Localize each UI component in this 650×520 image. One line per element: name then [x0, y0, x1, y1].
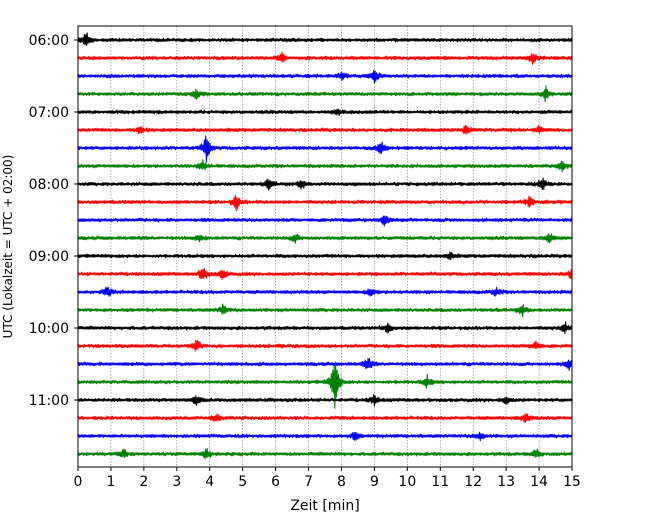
trace-0745 — [77, 159, 573, 173]
x-tick-label: 5 — [238, 474, 247, 490]
x-tick-label: 0 — [74, 474, 83, 490]
x-tick-label: 8 — [337, 474, 346, 490]
grid-lines — [110, 26, 540, 467]
trace-1000 — [77, 321, 573, 334]
y-axis-title: UTC (Lokalzeit = UTC + 02:00) — [1, 155, 15, 339]
trace-0615 — [77, 51, 573, 65]
plot-frame — [77, 25, 573, 468]
x-tick-label: 10 — [398, 474, 416, 490]
trace-0830 — [77, 215, 573, 227]
trace-0700 — [77, 108, 573, 116]
trace-0600 — [77, 32, 573, 47]
trace-0730 — [77, 135, 573, 163]
trace-1145 — [77, 448, 573, 460]
x-tick-label: 7 — [304, 474, 313, 490]
trace-0645 — [77, 85, 573, 103]
x-tick-label: 15 — [563, 474, 581, 490]
x-tick-label: 4 — [205, 474, 214, 490]
trace-1015 — [77, 339, 573, 352]
x-axis-title: Zeit [min] — [290, 498, 359, 514]
x-tick-label: 14 — [530, 474, 548, 490]
traces — [77, 32, 573, 460]
trace-0845 — [77, 233, 573, 244]
x-tick-label: 12 — [464, 474, 482, 490]
x-tick-label: 2 — [139, 474, 148, 490]
trace-0900 — [77, 251, 573, 261]
x-tick-label: 6 — [271, 474, 280, 490]
y-tick-label: 09:00 — [29, 249, 69, 265]
y-tick-label: 08:00 — [29, 177, 69, 193]
x-tick-label: 1 — [106, 474, 115, 490]
trace-1130 — [77, 431, 573, 442]
y-tick-label: 11:00 — [29, 393, 69, 409]
trace-1100 — [77, 394, 573, 407]
y-tick-label: 10:00 — [29, 321, 69, 337]
trace-0815 — [77, 194, 573, 212]
trace-1045 — [77, 361, 573, 409]
trace-0945 — [77, 303, 573, 318]
x-tick-label: 3 — [172, 474, 181, 490]
y-tick-label: 06:00 — [29, 33, 69, 49]
trace-0915 — [77, 267, 573, 281]
x-axis-ticks: 0 1 2 3 4 5 6 7 8 9 10 11 12 13 14 15 — [74, 467, 581, 490]
x-tick-label: 9 — [370, 474, 379, 490]
trace-0630 — [77, 69, 573, 84]
trace-0715 — [77, 124, 573, 135]
trace-1115 — [77, 413, 573, 423]
trace-0930 — [77, 286, 573, 297]
y-tick-label: 07:00 — [29, 105, 69, 121]
x-tick-label: 13 — [497, 474, 515, 490]
trace-0800 — [77, 177, 573, 191]
trace-1030 — [77, 357, 573, 371]
y-axis-ticks: 06:00 07:00 08:00 09:00 10:00 11:00 — [29, 33, 78, 409]
x-tick-label: 11 — [431, 474, 449, 490]
